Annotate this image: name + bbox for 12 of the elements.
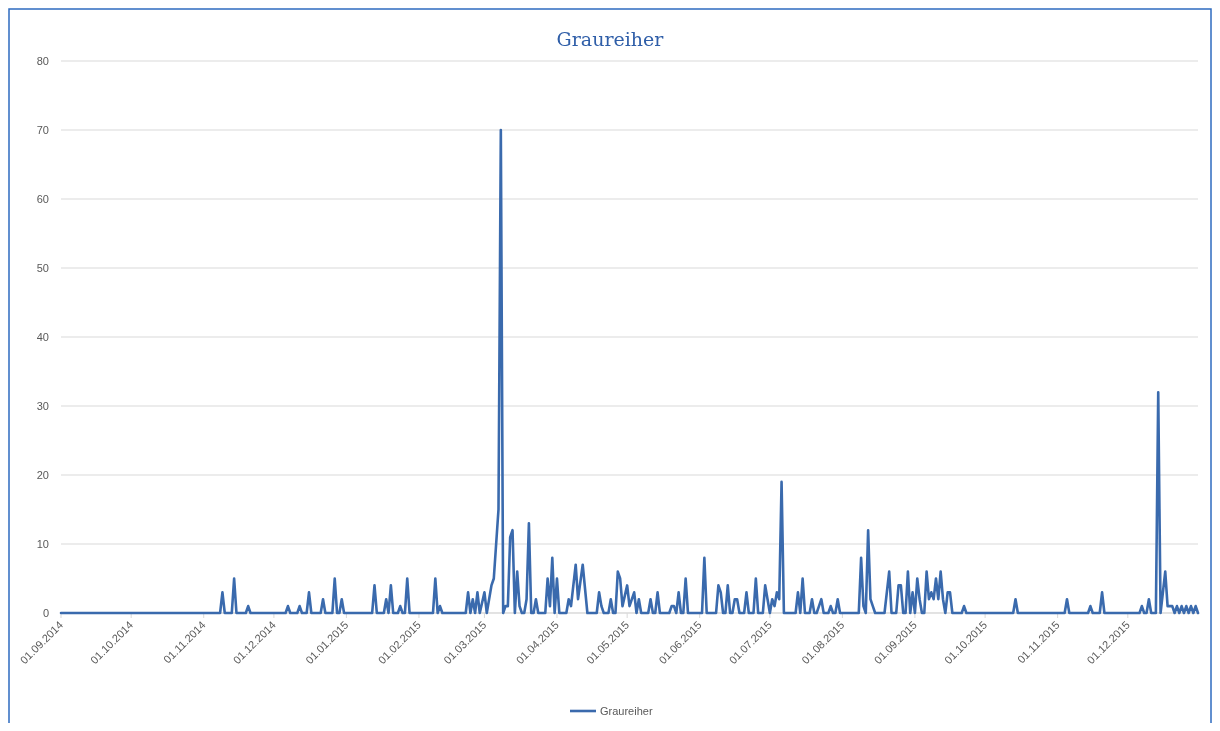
y-tick-label: 70: [36, 123, 49, 136]
line-series: [59, 128, 1200, 615]
y-tick-label: 0: [42, 606, 49, 619]
chart-title: Graureiher: [556, 28, 665, 50]
y-tick-label: 20: [36, 468, 49, 481]
y-tick-label: 60: [36, 192, 49, 205]
y-tick-label: 30: [36, 399, 49, 412]
y-tick-label: 80: [36, 54, 49, 67]
legend-label: Graureiher: [600, 704, 653, 717]
y-tick-label: 40: [36, 330, 49, 343]
y-tick-label: 50: [36, 261, 49, 274]
y-tick-label: 10: [36, 537, 49, 550]
